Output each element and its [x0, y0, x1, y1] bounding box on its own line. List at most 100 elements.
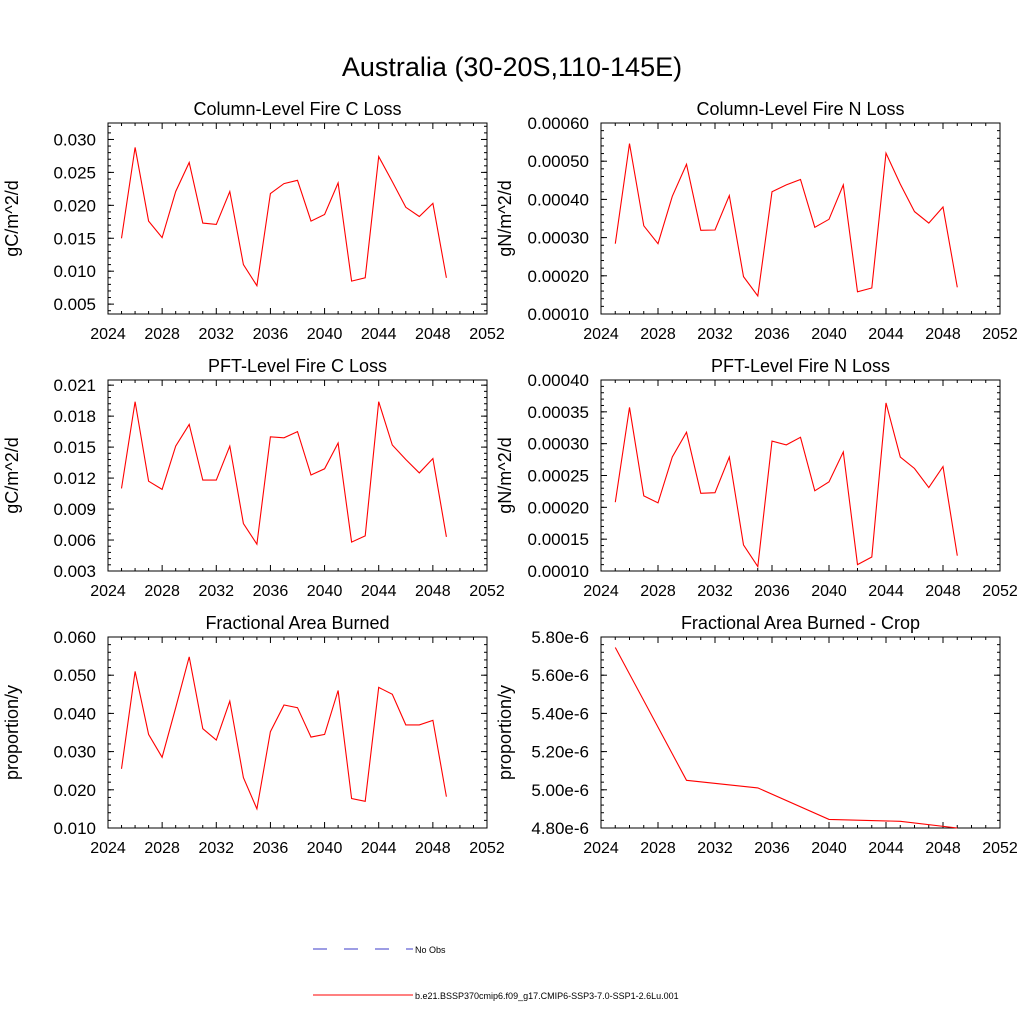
x-tick-label: 2032 [697, 840, 733, 857]
legend-model-label: b.e21.BSSP370cmip6.f09_g17.CMIP6-SSP3-7.… [415, 991, 679, 1001]
x-tick-label: 2048 [925, 840, 961, 857]
x-tick-label: 2040 [811, 583, 847, 600]
y-axis-label: gC/m^2/d [2, 437, 22, 513]
y-tick-label: 0.021 [53, 376, 96, 395]
chart-panel: PFT-Level Fire C Loss gC/m^2/d 2024 2028 203… [2, 356, 505, 600]
x-tick-label: 2048 [925, 326, 961, 343]
x-tick-label: 2052 [469, 840, 505, 857]
x-tick-label: 2028 [640, 583, 676, 600]
x-tick-label: 2040 [811, 840, 847, 857]
x-tick-label: 2024 [90, 326, 126, 343]
legend: No Obs b.e21.BSSP370cmip6.f09_g17.CMIP6-… [313, 945, 679, 1001]
y-tick-label: 0.00035 [528, 403, 589, 422]
figure-title: Australia (30-20S,110-145E) [342, 52, 682, 82]
x-tick-label: 2052 [982, 840, 1018, 857]
y-tick-label: 0.025 [53, 163, 96, 182]
x-tick-label: 2040 [307, 840, 343, 857]
x-tick-label: 2024 [583, 840, 619, 857]
x-tick-label: 2048 [415, 840, 451, 857]
y-tick-label: 0.00015 [528, 530, 589, 549]
y-axis-label: gN/m^2/d [495, 180, 515, 256]
x-tick-label: 2028 [144, 326, 180, 343]
x-tick-label: 2044 [361, 583, 397, 600]
y-tick-label: 0.009 [53, 500, 96, 519]
series-line [614, 143, 958, 298]
plot-frame [107, 379, 488, 572]
y-tick-label: 0.003 [53, 562, 96, 581]
x-tick-label: 2040 [307, 326, 343, 343]
x-tick-label: 2032 [198, 840, 234, 857]
x-tick-label: 2052 [469, 583, 505, 600]
x-tick-label: 2024 [90, 840, 126, 857]
chart-panel: Fractional Area Burned - Crop proportion/… [495, 613, 1018, 857]
y-tick-label: 0.00020 [528, 267, 589, 286]
y-tick-label: 0.018 [53, 407, 96, 426]
x-tick-label: 2028 [640, 840, 676, 857]
x-tick-label: 2036 [754, 583, 790, 600]
y-tick-label: 0.030 [53, 130, 96, 149]
x-tick-label: 2048 [925, 583, 961, 600]
y-axis-label: proportion/y [495, 685, 515, 780]
y-tick-label: 0.005 [53, 295, 96, 314]
x-tick-label: 2024 [90, 583, 126, 600]
x-tick-label: 2028 [640, 326, 676, 343]
y-tick-label: 0.00010 [528, 305, 589, 324]
y-tick-label: 0.00060 [528, 114, 589, 133]
y-tick-label: 0.00050 [528, 152, 589, 171]
x-tick-label: 2036 [754, 840, 790, 857]
chart-panels: Column-Level Fire C Loss gC/m^2/d 2024 2028… [2, 99, 1018, 857]
x-tick-label: 2052 [982, 326, 1018, 343]
y-tick-label: 0.020 [53, 781, 96, 800]
x-tick-label: 2044 [361, 840, 397, 857]
x-tick-label: 2040 [811, 326, 847, 343]
y-tick-label: 0.00020 [528, 498, 589, 517]
y-tick-label: 0.00010 [528, 562, 589, 581]
y-tick-label: 0.040 [53, 704, 96, 723]
y-tick-label: 0.060 [53, 628, 96, 647]
y-tick-label: 0.00030 [528, 435, 589, 454]
y-tick-label: 0.00040 [528, 371, 589, 390]
y-axis-label: gN/m^2/d [495, 437, 515, 513]
x-tick-label: 2044 [868, 840, 904, 857]
panel-title: PFT-Level Fire N Loss [711, 356, 890, 376]
y-tick-label: 0.015 [53, 438, 96, 457]
panel-title: Fractional Area Burned [205, 613, 389, 633]
x-tick-label: 2052 [982, 583, 1018, 600]
chart-panel: Column-Level Fire N Loss gN/m^2/d 2024 2028… [495, 99, 1018, 343]
x-tick-label: 2044 [361, 326, 397, 343]
y-tick-label: 0.030 [53, 743, 96, 762]
y-axis-label: gC/m^2/d [2, 180, 22, 256]
x-tick-label: 2036 [253, 326, 289, 343]
y-tick-label: 0.006 [53, 531, 96, 550]
panel-title: Column-Level Fire C Loss [193, 99, 401, 119]
plot-frame [107, 122, 488, 315]
x-tick-label: 2036 [253, 840, 289, 857]
plot-frame [600, 122, 1001, 315]
y-tick-label: 5.20e-6 [531, 743, 589, 762]
y-tick-label: 0.010 [53, 819, 96, 838]
series-line [120, 147, 447, 288]
panel-title: Column-Level Fire N Loss [696, 99, 904, 119]
chart-panel: PFT-Level Fire N Loss gN/m^2/d 2024 2028 203… [495, 356, 1018, 600]
plot-frame [107, 636, 488, 829]
x-tick-label: 2032 [198, 583, 234, 600]
y-tick-label: 0.015 [53, 229, 96, 248]
chart-panel: Column-Level Fire C Loss gC/m^2/d 2024 2028… [2, 99, 505, 343]
y-tick-label: 0.00025 [528, 467, 589, 486]
y-tick-label: 0.010 [53, 262, 96, 281]
series-line [614, 402, 958, 569]
y-axis-label: proportion/y [2, 685, 22, 780]
chart-panel: Fractional Area Burned proportion/y 2024 20… [2, 613, 505, 857]
series-line [120, 401, 447, 546]
y-tick-label: 0.050 [53, 666, 96, 685]
y-tick-label: 0.00040 [528, 190, 589, 209]
y-tick-label: 4.80e-6 [531, 819, 589, 838]
x-tick-label: 2044 [868, 583, 904, 600]
y-tick-label: 0.012 [53, 469, 96, 488]
y-tick-label: 5.40e-6 [531, 704, 589, 723]
x-tick-label: 2048 [415, 583, 451, 600]
x-tick-label: 2028 [144, 840, 180, 857]
y-tick-label: 0.020 [53, 196, 96, 215]
x-tick-label: 2032 [697, 583, 733, 600]
